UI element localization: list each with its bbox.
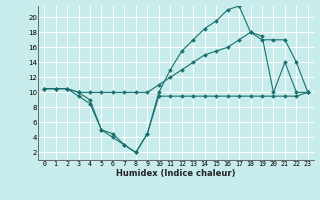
- X-axis label: Humidex (Indice chaleur): Humidex (Indice chaleur): [116, 169, 236, 178]
